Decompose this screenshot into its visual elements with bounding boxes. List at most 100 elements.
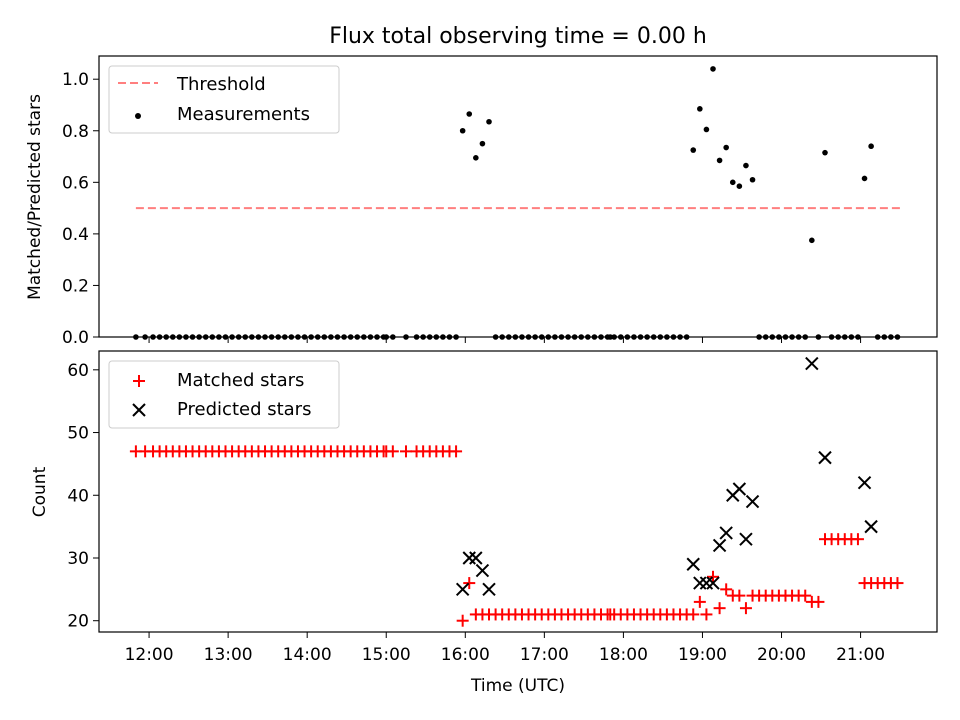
predicted-star-point — [745, 494, 760, 509]
measurement-point — [466, 111, 473, 117]
predicted-star-point — [693, 576, 707, 590]
measurement-point — [690, 147, 697, 153]
matched-star-point — [799, 589, 812, 602]
predicted-star-point — [719, 526, 733, 540]
measurement-point — [736, 183, 743, 189]
bottom-legend: Matched stars Predicted stars — [108, 360, 340, 429]
matched-star-point — [720, 583, 733, 596]
measurement-point — [743, 162, 749, 169]
top-y-label: Matched/Predicted stars — [25, 94, 45, 300]
measurement-point — [809, 237, 815, 244]
predicted-star-point — [732, 482, 747, 496]
legend-predicted-label: Predicted stars — [177, 399, 311, 420]
matched-star-point — [739, 602, 752, 615]
measurement-point — [459, 127, 466, 134]
measurement-point — [749, 176, 756, 183]
top-x-ticks — [148, 337, 862, 343]
matched-star-point — [687, 608, 700, 621]
measurement-point — [861, 175, 868, 182]
predicted-star-point — [805, 356, 819, 371]
top-legend-frame — [108, 65, 340, 134]
x-tick-label: 17:00 — [520, 645, 569, 665]
x-tick-label: 21:00 — [836, 645, 885, 665]
measurement-point — [868, 143, 874, 150]
measurement-point — [723, 144, 729, 151]
y-tick-label: 0.6 — [62, 173, 89, 193]
matched-star-point — [812, 595, 825, 608]
legend-measurements-label: Measurements — [177, 104, 310, 125]
bottom-legend-frame — [108, 360, 340, 429]
measurement-point — [697, 106, 703, 112]
y-tick-label: 30 — [67, 549, 89, 569]
top-axes-frame — [98, 55, 938, 338]
measurement-point — [710, 66, 716, 72]
x-tick-label: 16:00 — [441, 645, 490, 665]
matched-star-point — [456, 614, 469, 627]
top-legend: Threshold Measurements — [108, 65, 340, 134]
y-tick-label: 40 — [67, 486, 89, 506]
y-tick-label: 50 — [67, 424, 89, 444]
bottom-axes-frame — [98, 350, 938, 633]
y-tick-label: 1.0 — [62, 70, 89, 90]
matched-star-point — [733, 589, 746, 602]
legend-measurements-swatch — [135, 113, 141, 119]
predicted-star-point — [455, 582, 470, 597]
bottom-y-label: Count — [30, 466, 50, 517]
legend-matched-label: Matched stars — [177, 370, 304, 391]
measurement-point — [473, 155, 479, 161]
top-panel: 0.0 0.2 0.4 0.6 0.8 1.0 Matched/Predicted sta… — [25, 55, 938, 348]
predicted-star-point — [739, 532, 753, 546]
predicted-star-point — [864, 519, 878, 534]
matched-star-point — [851, 533, 864, 546]
matched-star-point — [713, 602, 726, 615]
x-axis-label: Time (UTC) — [470, 676, 565, 696]
predicted-star-point — [699, 576, 714, 590]
matched-star-point — [707, 570, 720, 583]
bottom-plot-area — [129, 356, 904, 627]
matched-star-point — [700, 608, 713, 621]
matched-star-point — [400, 445, 413, 458]
predicted-star-point — [818, 450, 832, 465]
measurement-point — [479, 140, 486, 147]
y-tick-label: 0.2 — [62, 276, 89, 296]
predicted-star-point — [475, 563, 490, 578]
chart-title: Flux total observing time = 0.00 h — [329, 24, 707, 49]
x-tick-label: 19:00 — [678, 645, 727, 665]
y-tick-label: 60 — [67, 361, 89, 381]
legend-matched-swatch — [133, 375, 145, 387]
y-tick-label: 0.8 — [62, 122, 89, 142]
predicted-star-point — [706, 576, 720, 590]
legend-predicted-swatch — [132, 403, 146, 417]
measurement-point — [822, 149, 828, 156]
matched-star-point — [891, 577, 904, 590]
bottom-panel: 20 30 40 50 60 12:00 13:00 14:00 15:00 16:00 17:0… — [30, 350, 938, 696]
predicted-star-point — [857, 476, 872, 490]
y-tick-label: 0.4 — [62, 225, 89, 245]
bottom-x-axis: 12:00 13:00 14:00 15:00 16:00 17:00 18:00 19:00… — [125, 632, 885, 665]
measurement-point — [716, 157, 723, 164]
x-tick-label: 18:00 — [599, 645, 648, 665]
x-tick-label: 12:00 — [125, 645, 174, 665]
matched-star-point — [450, 445, 463, 458]
legend-threshold-label: Threshold — [176, 74, 266, 95]
predicted-star-point — [462, 551, 476, 565]
matched-star-point — [463, 577, 476, 590]
predicted-star-point — [712, 538, 727, 553]
predicted-star-point — [482, 582, 496, 597]
y-tick-label: 0.0 — [62, 328, 89, 348]
measurement-point — [729, 179, 736, 186]
x-tick-label: 14:00 — [283, 645, 332, 665]
measurement-point — [486, 118, 492, 125]
matched-star-point — [386, 445, 399, 458]
matched-star-point — [693, 595, 706, 608]
y-tick-label: 20 — [67, 612, 89, 632]
x-tick-label: 13:00 — [204, 645, 253, 665]
top-y-axis: 0.0 0.2 0.4 0.6 0.8 1.0 — [62, 70, 99, 348]
x-tick-label: 15:00 — [362, 645, 411, 665]
predicted-star-point — [469, 551, 483, 565]
x-tick-label: 20:00 — [757, 645, 806, 665]
measurement-point — [703, 126, 710, 133]
predicted-star-point — [686, 557, 700, 571]
bottom-y-axis: 20 30 40 50 60 — [67, 361, 99, 632]
